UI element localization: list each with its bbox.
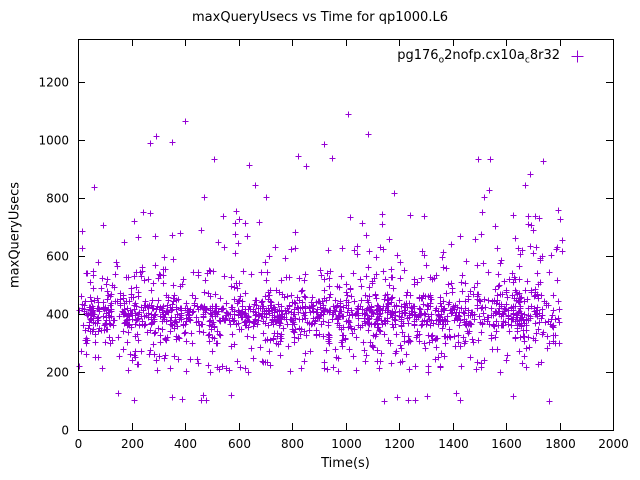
y-tick-label: 200 [46, 366, 69, 380]
y-tick-label: 600 [46, 250, 69, 264]
x-tick-label: 1400 [438, 437, 469, 451]
data-points [76, 111, 566, 405]
x-axis-label: Time(s) [321, 456, 370, 471]
x-tick-label: 1200 [384, 437, 415, 451]
x-tick-label: 800 [281, 437, 304, 451]
x-tick-label: 2000 [598, 437, 629, 451]
chart-title: maxQueryUsecs vs Time for qp1000.L6 [192, 10, 448, 25]
y-tick-label: 800 [46, 192, 69, 206]
y-tick-label: 400 [46, 308, 69, 322]
x-tick-label: 400 [174, 437, 197, 451]
legend-marker-icon [571, 50, 584, 63]
x-tick-label: 0 [75, 437, 83, 451]
y-tick-label: 0 [61, 424, 69, 438]
x-tick-label: 1600 [491, 437, 522, 451]
legend-label: pg176o2nofp.cx10ac8r32 [397, 48, 560, 66]
x-tick-label: 200 [121, 437, 144, 451]
plot-border [78, 39, 614, 431]
x-tick-label: 600 [228, 437, 251, 451]
x-tick-label: 1800 [545, 437, 576, 451]
y-tick-label: 1200 [38, 76, 69, 90]
x-tick-label: 1000 [331, 437, 362, 451]
y-tick-label: 1000 [38, 134, 69, 148]
legend: pg176o2nofp.cx10ac8r32 [397, 48, 584, 66]
